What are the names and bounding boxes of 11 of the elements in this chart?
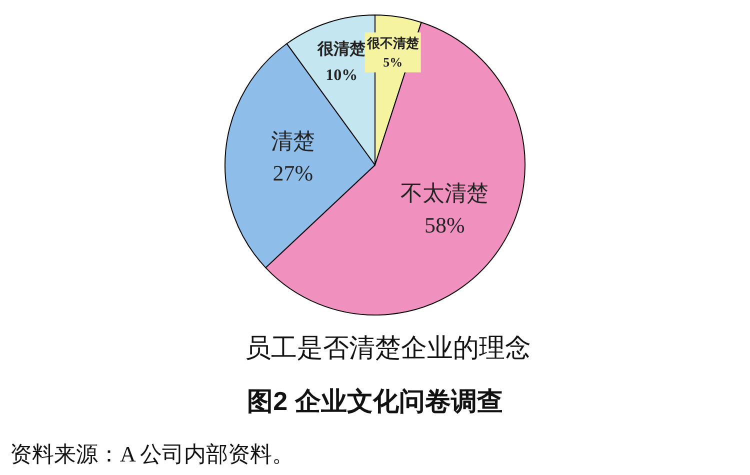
data-label: 10% xyxy=(326,66,358,84)
slice-label: 清楚 xyxy=(270,128,315,154)
data-label: 58% xyxy=(424,212,465,238)
data-label: 5% xyxy=(383,54,403,70)
text: 图2 企业文化问卷调查 xyxy=(247,386,503,416)
text: 资料来源：A 公司内部资料。 xyxy=(10,442,294,466)
slice-label: 不太清楚 xyxy=(400,180,489,206)
text: 员工是否清楚企业的理念 xyxy=(245,334,531,362)
slice-label: 很清楚 xyxy=(316,40,367,58)
data-label: 27% xyxy=(272,160,314,186)
slice-label: 很不清楚 xyxy=(366,35,420,50)
